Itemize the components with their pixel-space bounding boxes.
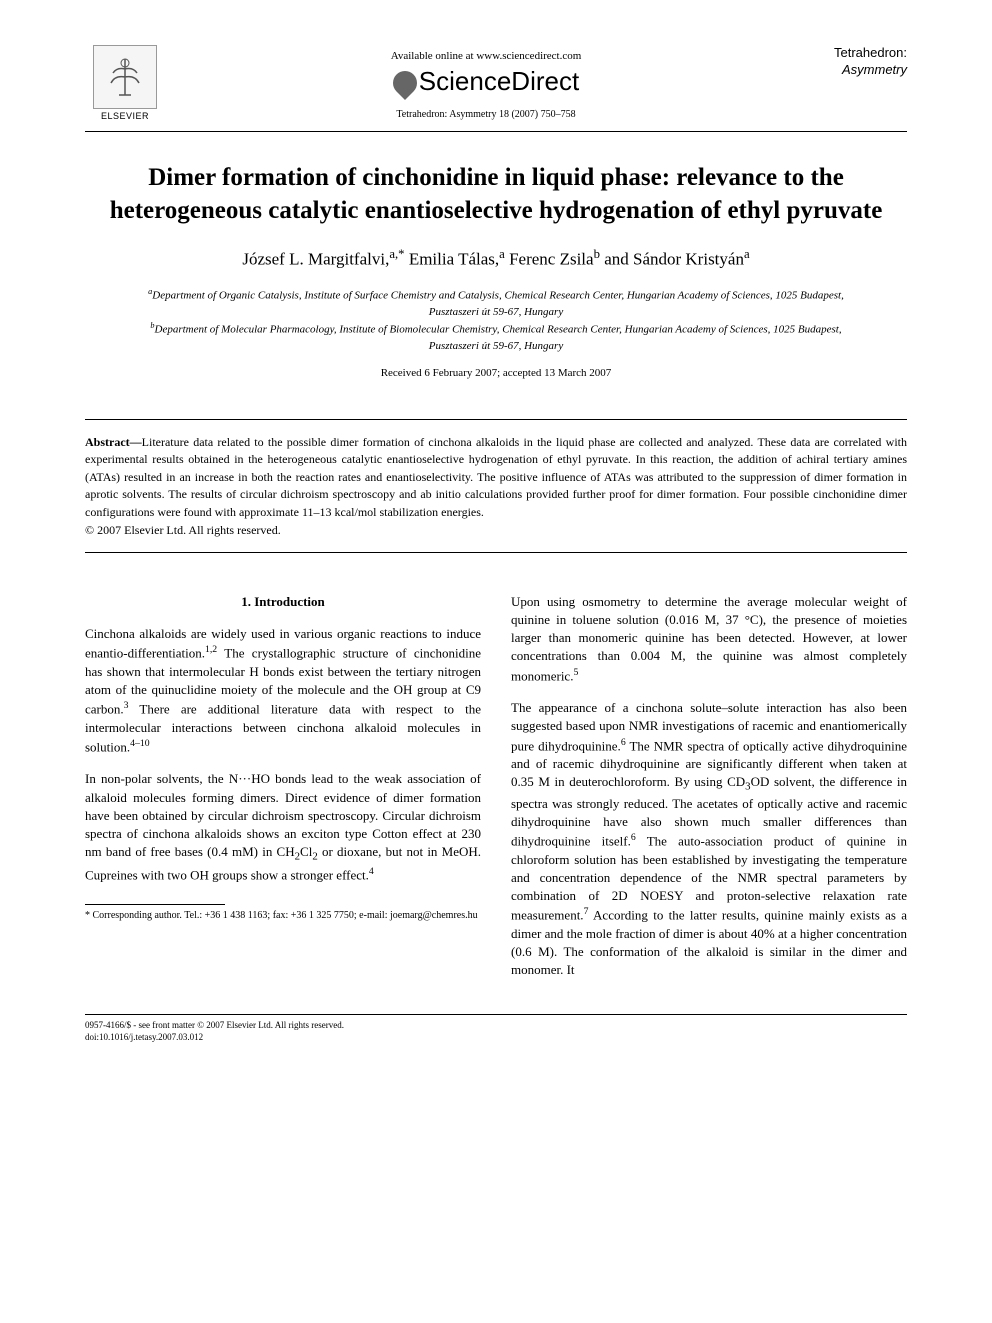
intro-para-4: The appearance of a cinchona solute–solu… xyxy=(511,699,907,979)
footnote-divider xyxy=(85,904,225,905)
publisher-name: ELSEVIER xyxy=(101,111,149,121)
affiliation-b: bDepartment of Molecular Pharmacology, I… xyxy=(125,320,867,355)
available-online-text: Available online at www.sciencedirect.co… xyxy=(165,50,807,62)
abstract-section: Abstract—Literature data related to the … xyxy=(85,419,907,553)
footer-divider xyxy=(85,1014,907,1015)
affiliation-a: aDepartment of Organic Catalysis, Instit… xyxy=(125,286,867,321)
intro-para-2: In non-polar solvents, the N···HO bonds … xyxy=(85,770,481,884)
header-divider xyxy=(85,131,907,132)
footer-text: 0957-4166/$ - see front matter © 2007 El… xyxy=(85,1019,907,1044)
header-row: ELSEVIER Available online at www.science… xyxy=(85,45,907,121)
section-1-heading: 1. Introduction xyxy=(85,593,481,611)
paper-title: Dimer formation of cinchonidine in liqui… xyxy=(85,162,907,227)
abstract-body: Literature data related to the possible … xyxy=(85,435,907,519)
sciencedirect-icon xyxy=(388,66,422,100)
footer-line1: 0957-4166/$ - see front matter © 2007 El… xyxy=(85,1019,907,1032)
intro-para-3: Upon using osmometry to determine the av… xyxy=(511,593,907,685)
corresponding-author-footnote: * Corresponding author. Tel.: +36 1 438 … xyxy=(85,909,481,923)
affiliations: aDepartment of Organic Catalysis, Instit… xyxy=(85,286,907,355)
authors-list: József L. Margitfalvi,a,* Emilia Tálas,a… xyxy=(85,247,907,270)
paper-page: ELSEVIER Available online at www.science… xyxy=(0,0,992,1104)
journal-name-line2: Asymmetry xyxy=(807,62,907,79)
body-columns: 1. Introduction Cinchona alkaloids are w… xyxy=(85,593,907,994)
abstract-label: Abstract— xyxy=(85,435,142,449)
right-column: Upon using osmometry to determine the av… xyxy=(511,593,907,994)
received-accepted-dates: Received 6 February 2007; accepted 13 Ma… xyxy=(85,367,907,379)
journal-title-box: Tetrahedron: Asymmetry xyxy=(807,45,907,79)
journal-reference: Tetrahedron: Asymmetry 18 (2007) 750–758 xyxy=(165,109,807,120)
sciencedirect-label: ScienceDirect xyxy=(419,66,579,96)
elsevier-tree-icon xyxy=(93,45,157,109)
left-column: 1. Introduction Cinchona alkaloids are w… xyxy=(85,593,481,994)
abstract-copyright: © 2007 Elsevier Ltd. All rights reserved… xyxy=(85,523,907,538)
footer-line2: doi:10.1016/j.tetasy.2007.03.012 xyxy=(85,1031,907,1044)
publisher-logo-block: ELSEVIER xyxy=(85,45,165,121)
center-header: Available online at www.sciencedirect.co… xyxy=(165,45,807,120)
sciencedirect-logo: ScienceDirect xyxy=(165,66,807,97)
abstract-text: Abstract—Literature data related to the … xyxy=(85,434,907,521)
intro-para-1: Cinchona alkaloids are widely used in va… xyxy=(85,625,481,756)
journal-name-line1: Tetrahedron: xyxy=(807,45,907,62)
